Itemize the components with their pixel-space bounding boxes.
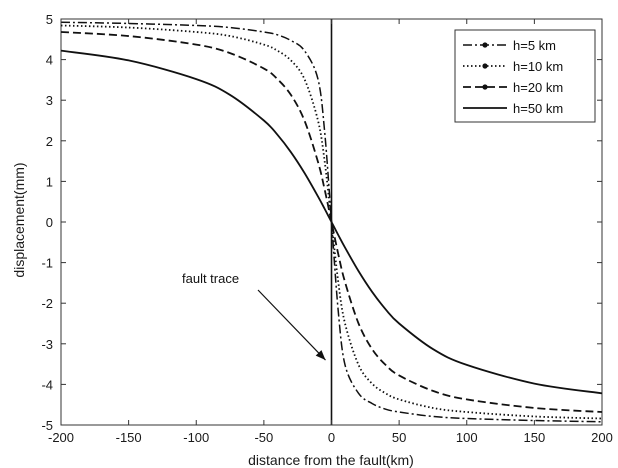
legend-label: h=5 km (513, 38, 556, 53)
x-axis-label: distance from the fault(km) (248, 452, 414, 468)
x-tick-label: -150 (116, 430, 142, 445)
y-tick-label: 4 (46, 53, 53, 68)
y-tick-label: 1 (46, 174, 53, 189)
legend-label: h=50 km (513, 101, 563, 116)
fault-trace-annotation: fault trace (182, 271, 326, 361)
legend-marker (482, 42, 488, 48)
annotation-arrow-head (315, 350, 326, 361)
legend-label: h=10 km (513, 59, 563, 74)
x-axis-ticks: -200 -150 -100 -50 0 50 100 150 200 (48, 19, 613, 445)
annotation-label: fault trace (182, 271, 239, 286)
y-tick-label: -2 (41, 296, 53, 311)
series-line-h-20-km (60, 31, 603, 413)
y-tick-label: 5 (46, 12, 53, 27)
y-tick-label: -5 (41, 418, 53, 433)
series-line-h-5-km (60, 21, 603, 423)
annotation-arrow-line (257, 289, 326, 361)
x-tick-label: 100 (456, 430, 478, 445)
legend-marker (482, 63, 488, 69)
legend-label: h=20 km (513, 80, 563, 95)
y-tick-label: 3 (46, 93, 53, 108)
x-tick-label: -100 (183, 430, 209, 445)
y-axis-label: displacement(mm) (11, 162, 27, 277)
x-tick-label: -50 (254, 430, 273, 445)
legend: h=5 km h=10 km h=20 km h=50 km (454, 29, 596, 123)
x-tick-label: 50 (392, 430, 406, 445)
legend-box (454, 29, 596, 123)
y-tick-label: -1 (41, 256, 53, 271)
y-tick-label: 2 (46, 134, 53, 149)
x-tick-label: 200 (591, 430, 613, 445)
y-axis-ticks: -5 -4 -3 -2 -1 0 1 2 3 4 5 (41, 12, 602, 433)
y-tick-label: -3 (41, 337, 53, 352)
x-tick-label: 150 (524, 430, 546, 445)
legend-marker (482, 84, 488, 90)
y-tick-label: 0 (46, 215, 53, 230)
x-tick-label: 0 (328, 430, 335, 445)
x-tick-label: -200 (48, 430, 74, 445)
y-tick-label: -4 (41, 377, 53, 392)
